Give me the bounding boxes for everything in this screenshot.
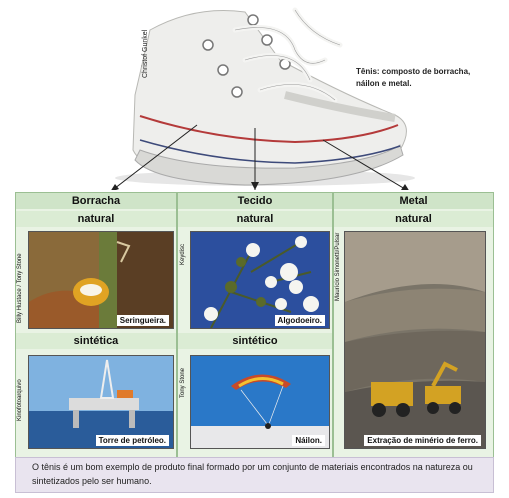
- shoe-photo-credit: Christof Gunkel: [142, 29, 149, 78]
- photo-seringueira: Seringueira.: [28, 231, 174, 329]
- shoe-photo: [111, 7, 415, 190]
- photo-nailon: Náilon.: [190, 355, 330, 449]
- photo-label-algodoeiro: Algodoeiro.: [274, 315, 325, 326]
- photo-label-extracao-minerio: Extração de minério de ferro.: [364, 435, 481, 446]
- photo-algodoeiro: Algodoeiro.: [190, 231, 330, 329]
- natural-label-borracha: natural: [16, 211, 176, 227]
- column-header-borracha: Borracha: [16, 193, 176, 209]
- natural-label-metal: natural: [334, 211, 493, 227]
- synthetic-label-borracha: sintética: [16, 333, 176, 349]
- shoe-caption: Tênis: composto de borracha, náilon e me…: [356, 67, 471, 88]
- photo-label-nailon: Náilon.: [292, 435, 325, 446]
- photo-credit-nailon: Tony Stone: [180, 367, 186, 398]
- footer-text: O tênis é um bom exemplo de produto fina…: [32, 462, 473, 486]
- natural-label-tecido: natural: [178, 211, 332, 227]
- synthetic-label-tecido: sintético: [178, 333, 332, 349]
- footer-note: O tênis é um bom exemplo de produto fina…: [15, 457, 494, 493]
- photo-extracao-minerio: Extração de minério de ferro.: [344, 231, 486, 449]
- photo-credit-seringueira: Billy Hustace / Tony Stone: [17, 253, 23, 323]
- photo-label-seringueira: Seringueira.: [116, 315, 169, 326]
- photo-credit-torre-petroleo: Kinofotoarquivo: [17, 379, 23, 421]
- column-header-metal: Metal: [334, 193, 493, 209]
- photo-credit-extracao-minerio: Maurício Simonetti/Pulsar: [335, 232, 341, 301]
- column-divider: [332, 193, 334, 457]
- column-header-tecido: Tecido: [178, 193, 332, 209]
- materials-table: Borracha Tecido Metal natural natural na…: [15, 192, 494, 458]
- photo-torre-petroleo: Torre de petróleo.: [28, 355, 174, 449]
- photo-credit-algodoeiro: Keydisc: [180, 243, 186, 265]
- photo-label-torre-petroleo: Torre de petróleo.: [95, 435, 169, 446]
- column-divider: [176, 193, 178, 457]
